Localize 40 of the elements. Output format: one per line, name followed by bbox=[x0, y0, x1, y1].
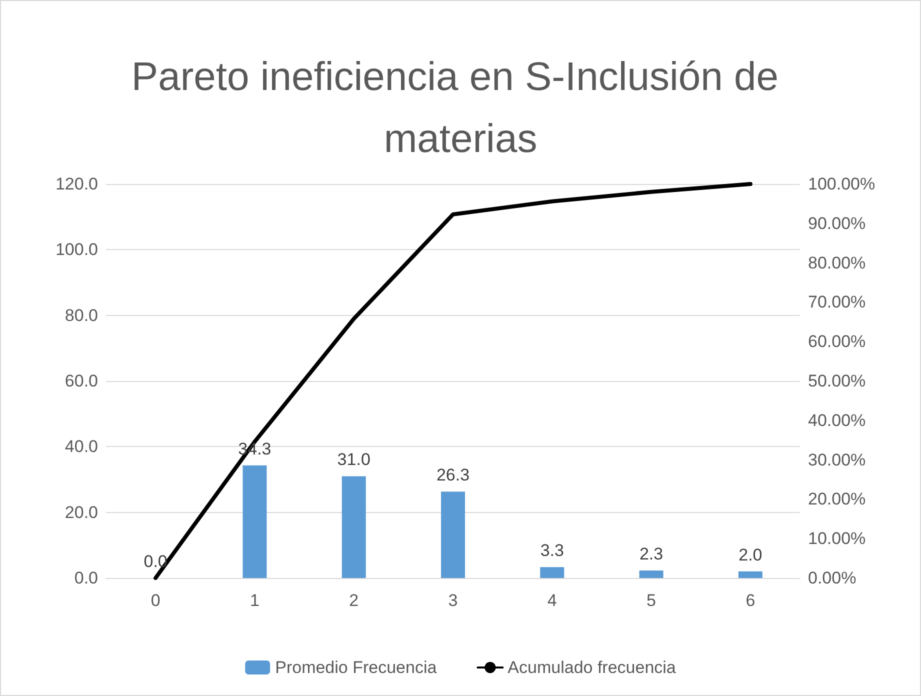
y-tick-label: 80.0 bbox=[64, 306, 98, 325]
bar bbox=[738, 571, 762, 578]
y2-tick-label: 40.00% bbox=[808, 410, 866, 430]
x-tick-label: 4 bbox=[547, 591, 557, 610]
y2-tick-label: 50.00% bbox=[808, 372, 866, 390]
x-tick-label: 2 bbox=[349, 591, 359, 610]
y2-tick-label: 100.00% bbox=[808, 174, 876, 194]
y2-tick-label: 20.00% bbox=[808, 490, 866, 509]
data-label: 3.3 bbox=[540, 541, 564, 560]
data-label: 26.3 bbox=[436, 466, 470, 485]
data-label: 31.0 bbox=[337, 450, 370, 470]
legend-label: Promedio Frecuencia bbox=[275, 658, 438, 677]
y2-tick-label: 70.00% bbox=[808, 292, 866, 312]
data-label: 2.0 bbox=[738, 545, 762, 564]
y2-tick-label: 80.00% bbox=[808, 253, 866, 272]
bar bbox=[441, 492, 465, 578]
y-tick-label: 40.0 bbox=[64, 437, 98, 456]
x-tick-label: 0 bbox=[150, 591, 160, 610]
data-label: 0.0 bbox=[144, 552, 168, 571]
y-tick-label: 100.0 bbox=[55, 240, 98, 260]
y-tick-label: 20.0 bbox=[64, 502, 98, 522]
y2-tick-label: 10.00% bbox=[808, 529, 866, 548]
bar bbox=[342, 476, 366, 578]
data-label: 2.3 bbox=[639, 544, 664, 564]
x-tick-label: 5 bbox=[646, 591, 656, 610]
chart-title: Pareto ineficiencia en S-Inclusión de materias bbox=[131, 55, 790, 161]
y2-tick-label: 90.00% bbox=[808, 214, 866, 233]
y-tick-label: 60.0 bbox=[64, 372, 98, 390]
bar bbox=[639, 570, 664, 578]
y-tick-label: 0.0 bbox=[74, 568, 98, 588]
x-tick-label: 3 bbox=[448, 591, 458, 610]
bar bbox=[242, 465, 267, 578]
bar bbox=[540, 567, 564, 578]
x-tick-label: 1 bbox=[250, 591, 260, 610]
x-tick-label: 6 bbox=[746, 591, 756, 610]
legend-label: Acumulado frecuencia bbox=[508, 658, 676, 677]
y-tick-label: 120.0 bbox=[55, 174, 98, 194]
y2-tick-label: 0.00% bbox=[808, 568, 856, 588]
y2-tick-label: 30.00% bbox=[808, 450, 866, 470]
y2-tick-label: 60.00% bbox=[808, 332, 866, 352]
